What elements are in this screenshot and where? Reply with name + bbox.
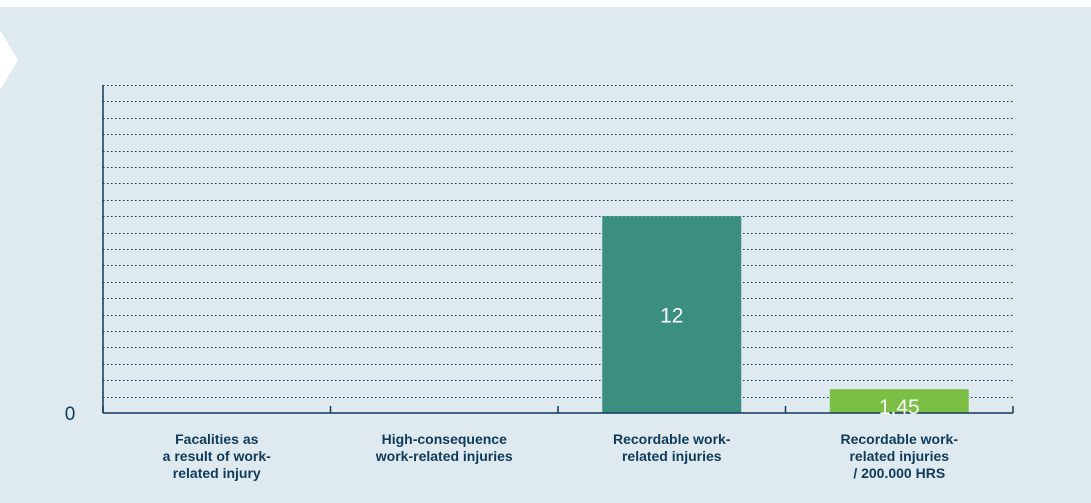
bar	[602, 216, 742, 413]
bar-value-label: 1,45	[879, 396, 920, 419]
x-tick-label-line: Recordable work-	[841, 431, 959, 447]
bar	[829, 389, 969, 413]
labels: 12 1,45 0 Facalities as a result of work-rel…	[65, 305, 959, 481]
x-tick-label-line: a result of work-	[163, 448, 271, 464]
chart-panel	[0, 7, 1091, 503]
x-tick-label-line: / 200.000 HRS	[853, 465, 945, 481]
x-tick-label-line: related injuries	[849, 448, 949, 464]
x-tick-label-line: work-related injuries	[375, 448, 513, 464]
x-tick-label-line: Recordable work-	[613, 431, 731, 447]
panel-notch	[0, 30, 18, 90]
x-tick-label-line: related injury	[173, 465, 261, 481]
x-tick-label: Recordable work-related injuries	[613, 431, 731, 464]
y-tick-label: 0	[65, 404, 76, 425]
x-tick-label-line: Facalities as	[175, 431, 258, 447]
x-tick-label-line: High-consequence	[382, 431, 507, 447]
x-tick-label: Facalities as a result of work-related in…	[163, 431, 271, 481]
x-tick-label: High-consequence work-related injuries	[375, 431, 513, 464]
bar-value-label: 12	[660, 305, 683, 328]
x-tick-label-line: related injuries	[622, 448, 722, 464]
bars	[602, 216, 969, 413]
x-tick-label: Recordable work-related injuries/ 200.00…	[841, 431, 959, 481]
axes	[102, 85, 1014, 414]
gridlines	[103, 85, 1013, 398]
